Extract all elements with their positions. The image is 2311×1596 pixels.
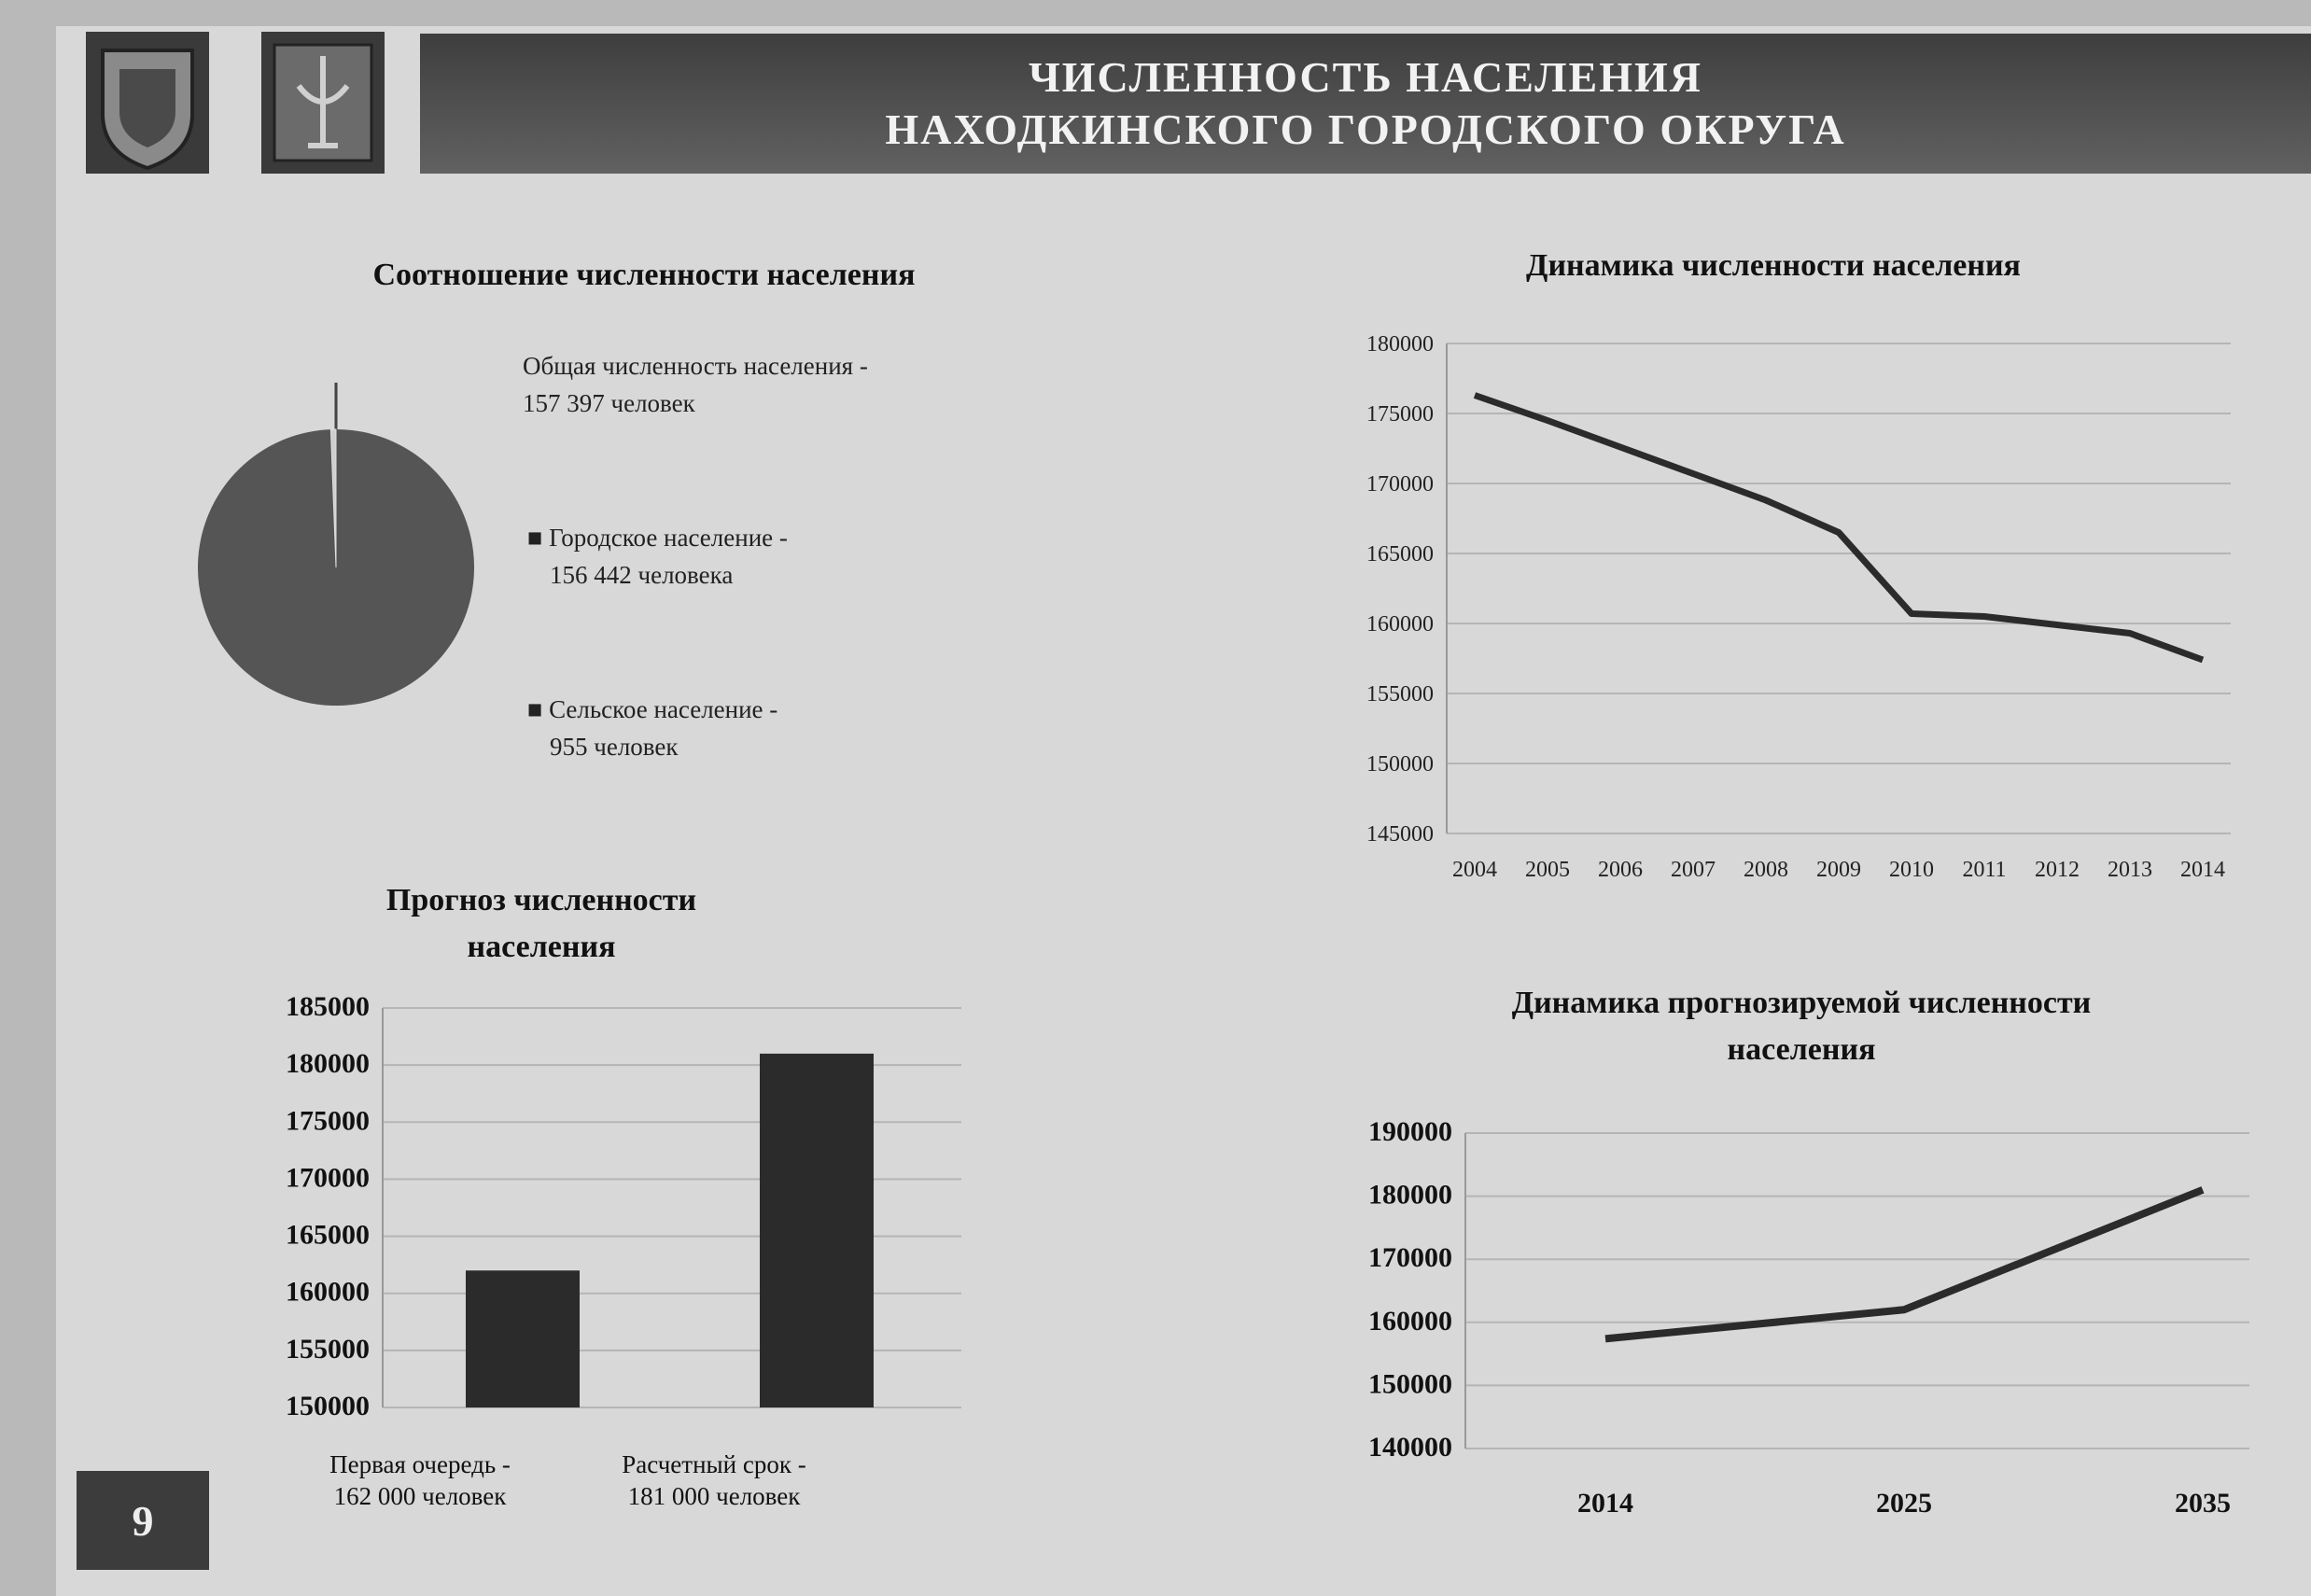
line2-ytick-label: 180000 — [1368, 1180, 1452, 1211]
pie-chart — [197, 383, 474, 706]
line1-xtick-label: 2009 — [1816, 858, 1861, 882]
bar-ytick-label: 170000 — [286, 1162, 370, 1193]
line1-xtick-label: 2013 — [2108, 858, 2152, 882]
line1-ytick-label: 180000 — [1366, 332, 1434, 357]
bar-category-2: Расчетный срок - 181 000 человек — [574, 1449, 854, 1512]
line1-xtick-label: 2012 — [2035, 858, 2080, 882]
coat-of-arms-emblem — [86, 32, 209, 174]
city-emblem — [261, 32, 385, 174]
slide-header: ЧИСЛЕННОСТЬ НАСЕЛЕНИЯ НАХОДКИНСКОГО ГОРО… — [420, 34, 2311, 174]
page-number: 9 — [77, 1471, 209, 1570]
pie-legend-rural: ■ Сельское население - 955 человек — [527, 691, 777, 765]
line2-ytick-label: 170000 — [1368, 1242, 1452, 1273]
forecast-bar-title: Прогноз численности населения — [327, 877, 756, 971]
line2-xtick-label: 2035 — [2175, 1488, 2231, 1519]
line2-series-line — [1604, 1186, 2205, 1343]
line1-ytick-label: 160000 — [1366, 612, 1434, 637]
legend-urban-label: Городское население - — [549, 524, 788, 552]
bar-category-1-line2: 162 000 человек — [333, 1482, 507, 1510]
header-title-line2: НАХОДКИНСКОГО ГОРОДСКОГО ОКРУГА — [885, 105, 1846, 153]
forecast-bar-title-line2: населения — [467, 930, 616, 964]
line1-xtick-label: 2010 — [1889, 858, 1934, 882]
line2-xtick-label: 2014 — [1577, 1488, 1633, 1519]
line1-xtick-label: 2008 — [1744, 858, 1788, 882]
forecast-dynamics-title: Динамика прогнозируемой численности насе… — [1344, 980, 2259, 1073]
bar-category-1: Первая очередь - 162 000 человек — [280, 1449, 560, 1512]
forecast-dynamics-title-line2: населения — [1727, 1032, 1876, 1067]
legend-urban-value: 156 442 человека — [550, 561, 734, 589]
line1-ytick-label: 155000 — [1366, 682, 1434, 707]
population-dynamics-chart: 145000 150000 155000 160000 165000 170000 1750… — [1366, 332, 2231, 882]
legend-rural-value: 955 человек — [550, 733, 679, 761]
line2-ytick-label: 160000 — [1368, 1306, 1452, 1337]
line1-ytick-label: 175000 — [1366, 402, 1434, 427]
bar-2 — [760, 1053, 874, 1407]
line1-ytick-label: 170000 — [1366, 472, 1434, 497]
bar-ytick-label: 160000 — [286, 1277, 370, 1308]
pie-total: Общая численность населения - 157 397 че… — [523, 347, 868, 422]
line2-ytick-label: 140000 — [1368, 1432, 1452, 1463]
pie-legend-urban: ■ Городское население - 156 442 человека — [527, 519, 788, 594]
forecast-dynamics-title-line1: Динамика прогнозируемой численности — [1511, 986, 2092, 1020]
bar-ytick-label: 150000 — [286, 1391, 370, 1421]
bar-1 — [466, 1270, 580, 1407]
line1-xtick-label: 2006 — [1598, 858, 1643, 882]
line1-ytick-label: 145000 — [1366, 822, 1434, 847]
forecast-bar-title-line1: Прогноз численности — [385, 883, 697, 917]
pie-total-label: Общая численность населения - — [523, 352, 868, 380]
line1-xtick-label: 2005 — [1525, 858, 1570, 882]
bar-ytick-label: 155000 — [286, 1334, 370, 1365]
bar-ytick-label: 175000 — [286, 1105, 370, 1136]
line1-xtick-label: 2011 — [1962, 858, 2006, 882]
pie-total-value: 157 397 человек — [523, 389, 695, 417]
line1-xtick-label: 2014 — [2180, 858, 2225, 882]
line1-series-line — [1473, 392, 2205, 664]
bar-category-1-line1: Первая очередь - — [329, 1450, 511, 1478]
line1-ytick-label: 165000 — [1366, 542, 1434, 567]
bar-category-2-line2: 181 000 человек — [627, 1482, 801, 1510]
line1-ytick-label: 150000 — [1366, 752, 1434, 777]
pie-chart-title: Соотношение численности населения — [372, 258, 916, 292]
line1-xtick-label: 2007 — [1671, 858, 1716, 882]
line2-ytick-label: 150000 — [1368, 1368, 1452, 1399]
pie-slice-2 — [329, 428, 337, 568]
bar-category-2-line1: Расчетный срок - — [622, 1450, 806, 1478]
bar-ytick-label: 165000 — [286, 1220, 370, 1251]
header-title-line1: ЧИСЛЕННОСТЬ НАСЕЛЕНИЯ — [1028, 53, 1703, 101]
forecast-dynamics-chart: 140000 150000 160000 170000 180000 190000 2014… — [1368, 1116, 2249, 1519]
line1-xtick-label: 2004 — [1452, 858, 1497, 882]
legend-rural-label: Сельское население - — [549, 695, 778, 723]
forecast-bar-chart: 150000 155000 160000 165000 170000 175000 1800… — [286, 991, 961, 1421]
legend-marker-rural: ■ — [527, 695, 550, 723]
bar-ytick-label: 185000 — [286, 991, 370, 1022]
bar-ytick-label: 180000 — [286, 1048, 370, 1079]
population-dynamics-title: Динамика численности населения — [1526, 248, 2021, 283]
line2-xtick-label: 2025 — [1876, 1488, 1932, 1519]
legend-marker-urban: ■ — [527, 524, 550, 552]
slide: ЧИСЛЕННОСТЬ НАСЕЛЕНИЯ НАХОДКИНСКОГО ГОРО… — [56, 26, 2311, 1596]
line2-ytick-label: 190000 — [1368, 1116, 1452, 1147]
